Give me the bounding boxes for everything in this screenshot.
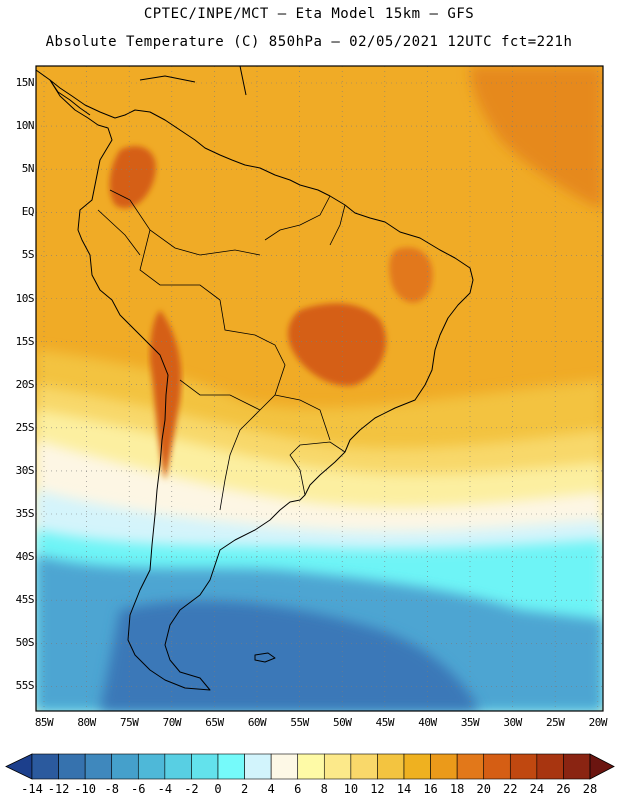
- lat-label: 30S: [15, 463, 35, 477]
- lat-label: 35S: [15, 507, 35, 520]
- colorbar-label: 6: [294, 782, 302, 796]
- lon-label: 60W: [247, 716, 267, 729]
- map-frame: [35, 65, 604, 712]
- border-northwest: [97, 189, 261, 301]
- lat-label: 45S: [15, 593, 35, 607]
- colorbar-segment: [84, 753, 113, 780]
- colorbar-segment: [217, 753, 245, 780]
- lon-label: 85W: [34, 716, 54, 729]
- colorbar-label: 16: [423, 782, 438, 796]
- country-borders: [97, 189, 346, 511]
- colorbar-label: 2: [240, 782, 249, 796]
- field-band-deep-blue: [100, 600, 480, 711]
- colorbar-label: 8: [320, 782, 328, 796]
- colorbar-label: -12: [47, 782, 70, 796]
- lon-label: 40W: [418, 716, 437, 729]
- lon-label: 50W: [333, 716, 352, 729]
- south-america-coastline: [49, 79, 474, 691]
- border-central: [179, 299, 286, 511]
- colorbar-label: 4: [267, 782, 275, 796]
- colorbar-label: 26: [556, 782, 571, 796]
- colorbar-label: -14: [21, 782, 43, 796]
- colorbar-segment: [244, 753, 272, 780]
- colorbar-label: -2: [184, 782, 199, 796]
- lat-label: EQ: [21, 205, 35, 219]
- colorbar-segment: [456, 753, 485, 780]
- chart-title-line1: CPTEC/INPE/MCT – Eta Model 15km – GFS: [143, 6, 475, 22]
- lon-label: 55W: [290, 716, 309, 729]
- central-america-coastline: [36, 69, 91, 116]
- colorbar-segment: [350, 753, 378, 780]
- lon-label: 80W: [77, 716, 96, 729]
- colorbar-label: -6: [131, 782, 146, 796]
- colorbar-label: -8: [104, 782, 119, 796]
- colorbar-segment: [58, 753, 86, 780]
- colorbar: [5, 753, 615, 780]
- colorbar-segment: [270, 753, 299, 780]
- lon-label: 65W: [205, 716, 224, 729]
- colorbar-label: -4: [157, 782, 173, 796]
- lon-label: 75W: [120, 716, 139, 729]
- lat-label: 10N: [15, 119, 35, 133]
- lon-label: 70W: [162, 716, 182, 729]
- lat-label: 15N: [15, 76, 35, 89]
- colorbar-label: 0: [214, 782, 222, 796]
- colorbar-label: 12: [370, 782, 385, 796]
- border-guianas: [264, 195, 346, 246]
- border-southeast: [274, 394, 346, 496]
- colorbar-segment: [111, 753, 139, 780]
- falklands-outline: [254, 652, 276, 663]
- colorbar-segment: [31, 753, 59, 780]
- lat-label: 25S: [15, 420, 35, 434]
- lat-label: 50S: [15, 636, 35, 650]
- lon-label: 20W: [588, 716, 608, 729]
- caribbean-islands-outline: [139, 66, 247, 96]
- colorbar-arrow-left: [5, 753, 33, 780]
- chart-title-line2: Absolute Temperature (C) 850hPa – 02/05/…: [45, 34, 573, 50]
- lat-label: 40S: [15, 550, 35, 564]
- colorbar-label: 18: [449, 782, 465, 796]
- lon-label: 25W: [546, 716, 565, 729]
- lon-label: 35W: [460, 716, 480, 729]
- field-hot-colombia: [109, 146, 156, 209]
- lon-label: 45W: [375, 716, 395, 729]
- colorbar-label: -10: [74, 782, 96, 796]
- colorbar-segment: [323, 753, 352, 780]
- colorbar-segment: [536, 753, 564, 780]
- colorbar-arrow-right: [589, 753, 615, 780]
- colorbar-label: 24: [529, 782, 545, 796]
- lon-label: 30W: [503, 716, 522, 729]
- colorbar-label: 28: [582, 782, 598, 796]
- colorbar-segment: [509, 753, 538, 780]
- colorbar-segment: [563, 753, 591, 780]
- field-warm-northeast: [470, 66, 603, 210]
- lat-label: 20S: [15, 377, 35, 391]
- lat-label: 5S: [21, 248, 35, 262]
- colorbar-segment: [191, 753, 219, 780]
- temperature-field: [36, 66, 603, 711]
- colorbar-segment: [137, 753, 166, 780]
- lat-label: 5N: [21, 162, 35, 176]
- field-hot-northeast-brazil: [389, 247, 433, 303]
- colorbar-label: 22: [503, 782, 518, 796]
- colorbar-label: 20: [476, 782, 491, 796]
- lat-label: 55S: [15, 679, 35, 693]
- colorbar-segment: [377, 753, 405, 780]
- colorbar-segment: [297, 753, 325, 780]
- field-hot-central-brazil: [288, 303, 386, 386]
- coastlines: [36, 66, 474, 691]
- colorbar-segment: [483, 753, 511, 780]
- colorbar-segment: [403, 753, 431, 780]
- colorbar-segment: [430, 753, 458, 780]
- colorbar-segment: [164, 753, 192, 780]
- lat-label: 10S: [15, 291, 35, 305]
- lat-label: 15S: [15, 334, 35, 348]
- colorbar-label: 14: [396, 782, 412, 796]
- colorbar-label: 10: [343, 782, 359, 796]
